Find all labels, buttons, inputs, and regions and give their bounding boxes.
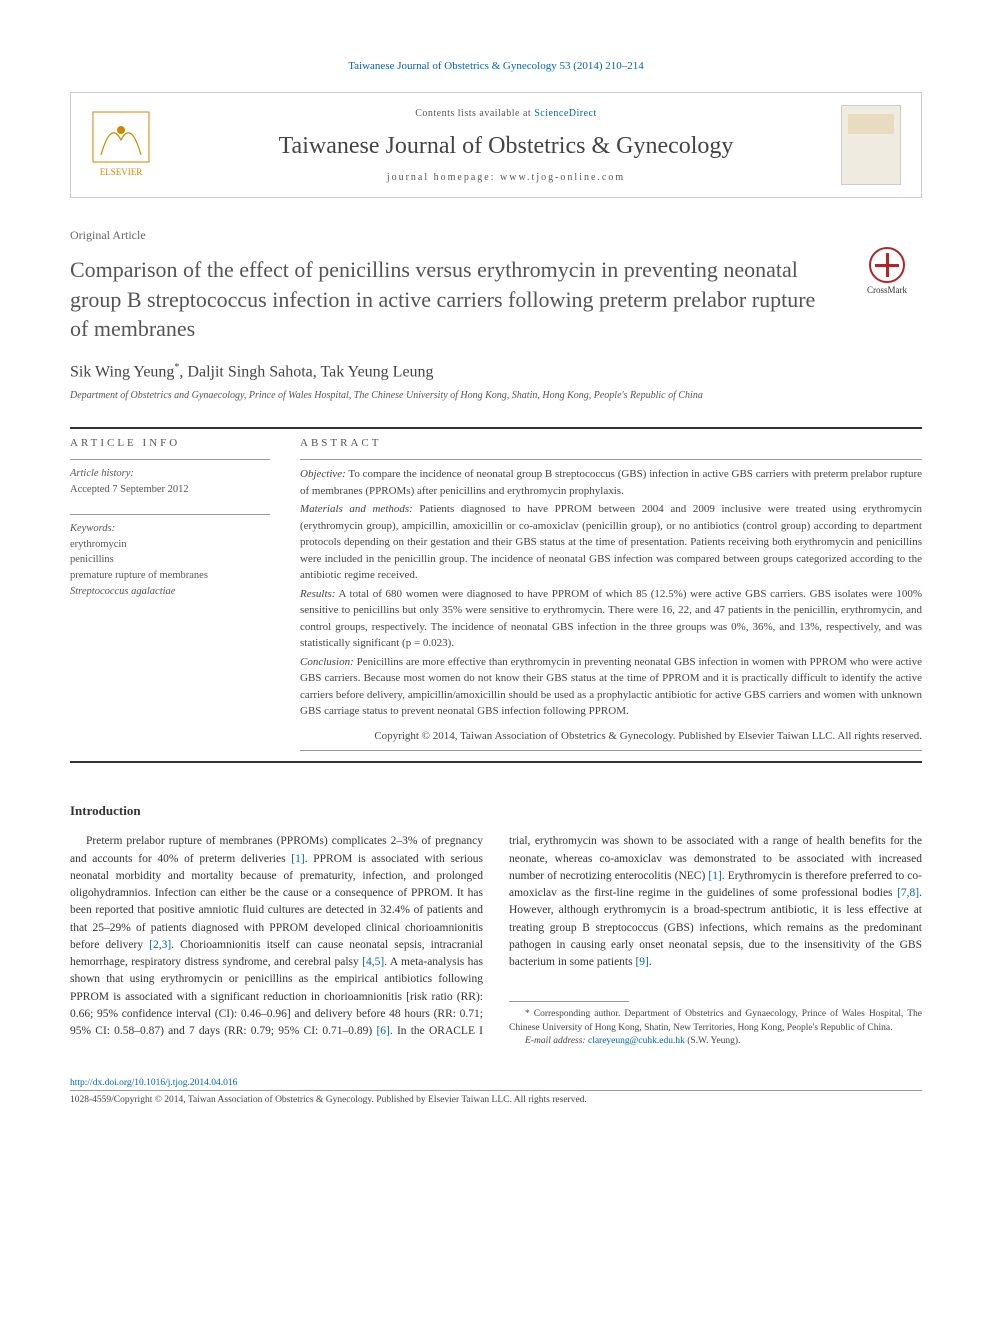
article-type: Original Article xyxy=(70,228,922,243)
copyright: Copyright © 2014, Taiwan Association of … xyxy=(300,728,922,745)
abstract-body: Objective: To compare the incidence of n… xyxy=(300,466,922,744)
page-footer: http://dx.doi.org/10.1016/j.tjog.2014.04… xyxy=(70,1078,922,1105)
journal-cover-thumb-icon xyxy=(841,105,901,185)
journal-name: Taiwanese Journal of Obstetrics & Gyneco… xyxy=(171,133,841,160)
contents-available-line: Contents lists available at ScienceDirec… xyxy=(171,108,841,119)
divider xyxy=(300,459,922,460)
svg-text:ELSEVIER: ELSEVIER xyxy=(100,167,143,177)
citation-link[interactable]: [2,3] xyxy=(149,939,171,951)
body-text: Preterm prelabor rupture of membranes (P… xyxy=(70,833,922,1048)
text-run: hemorrhage, respiratory distress syndrom… xyxy=(70,956,362,968)
con-label: Conclusion: xyxy=(300,656,354,668)
divider xyxy=(300,750,922,751)
obj-label: Objective: xyxy=(300,468,346,480)
text-run: . In the ORACLE I trial, erythromycin wa… xyxy=(390,835,922,1037)
keyword: Streptococcus agalactiae xyxy=(70,584,270,600)
citation-link[interactable]: [1] xyxy=(708,870,721,882)
divider xyxy=(70,459,270,460)
homepage-url: www.tjog-online.com xyxy=(500,172,625,183)
citation-link[interactable]: [1] xyxy=(291,853,304,865)
text-run: . Chorioamnionitis itself can cause neon… xyxy=(171,939,483,951)
article-history: Article history: Accepted 7 September 20… xyxy=(70,466,270,498)
crossmark-icon xyxy=(869,247,905,283)
res-text: A total of 680 women were diagnosed to h… xyxy=(300,588,922,650)
history-value: Accepted 7 September 2012 xyxy=(70,482,270,498)
abstract-head: ABSTRACT xyxy=(300,437,922,449)
citation-link[interactable]: [9] xyxy=(635,956,648,968)
journal-header-box: ELSEVIER Contents lists available at Sci… xyxy=(70,92,922,198)
authors-rest: , Daljit Singh Sahota, Tak Yeung Leung xyxy=(179,363,433,380)
contents-prefix: Contents lists available at xyxy=(415,108,534,119)
article-title: Comparison of the effect of penicillins … xyxy=(70,255,922,344)
obj-text: To compare the incidence of neonatal gro… xyxy=(300,468,922,497)
mm-label: Materials and methods: xyxy=(300,503,413,515)
keywords-label: Keywords: xyxy=(70,521,270,537)
divider xyxy=(70,427,922,429)
text-run: . xyxy=(649,956,652,968)
keyword: penicillins xyxy=(70,552,270,568)
text-run: . PPROM is associated with serious neona… xyxy=(70,853,483,951)
article-info-head: ARTICLE INFO xyxy=(70,437,270,449)
divider xyxy=(70,1090,922,1091)
corresponding-footnote: * Corresponding author. Department of Ob… xyxy=(509,1008,922,1035)
doi-link[interactable]: http://dx.doi.org/10.1016/j.tjog.2014.04… xyxy=(70,1078,237,1088)
introduction-head: Introduction xyxy=(70,803,922,819)
issn-copyright: 1028-4559/Copyright © 2014, Taiwan Assoc… xyxy=(70,1095,922,1105)
crossmark-badge[interactable]: CrossMark xyxy=(852,247,922,297)
journal-homepage: journal homepage: www.tjog-online.com xyxy=(171,172,841,183)
crossmark-label: CrossMark xyxy=(852,285,922,295)
homepage-label: journal homepage: xyxy=(387,172,500,183)
keyword: premature rupture of membranes xyxy=(70,568,270,584)
keywords-block: Keywords: erythromycin penicillins prema… xyxy=(70,521,270,600)
divider xyxy=(70,761,922,763)
sciencedirect-link[interactable]: ScienceDirect xyxy=(534,108,597,119)
keyword: erythromycin xyxy=(70,537,270,553)
text-run: . However, although erythromycin is a br… xyxy=(509,887,922,968)
citation-link[interactable]: [6] xyxy=(376,1025,389,1037)
citation-link[interactable]: [4,5] xyxy=(362,956,384,968)
citation-link[interactable]: [7,8] xyxy=(897,887,919,899)
author-first: Sik Wing Yeung xyxy=(70,363,174,380)
res-label: Results: xyxy=(300,588,335,600)
con-text: Penicillins are more effective than eryt… xyxy=(300,656,922,718)
email-link[interactable]: clareyeung@cuhk.edu.hk xyxy=(588,1036,685,1046)
email-suffix: (S.W. Yeung). xyxy=(685,1036,741,1046)
affiliation: Department of Obstetrics and Gynaecology… xyxy=(70,389,922,403)
elsevier-logo-icon: ELSEVIER xyxy=(91,110,151,180)
email-footnote: E-mail address: clareyeung@cuhk.edu.hk (… xyxy=(509,1035,922,1048)
header-citation: Taiwanese Journal of Obstetrics & Gyneco… xyxy=(70,60,922,72)
footnote-separator xyxy=(509,1001,629,1002)
history-label: Article history: xyxy=(70,466,270,482)
divider xyxy=(70,514,270,515)
authors: Sik Wing Yeung*, Daljit Singh Sahota, Ta… xyxy=(70,362,922,381)
email-label: E-mail address: xyxy=(525,1036,588,1046)
